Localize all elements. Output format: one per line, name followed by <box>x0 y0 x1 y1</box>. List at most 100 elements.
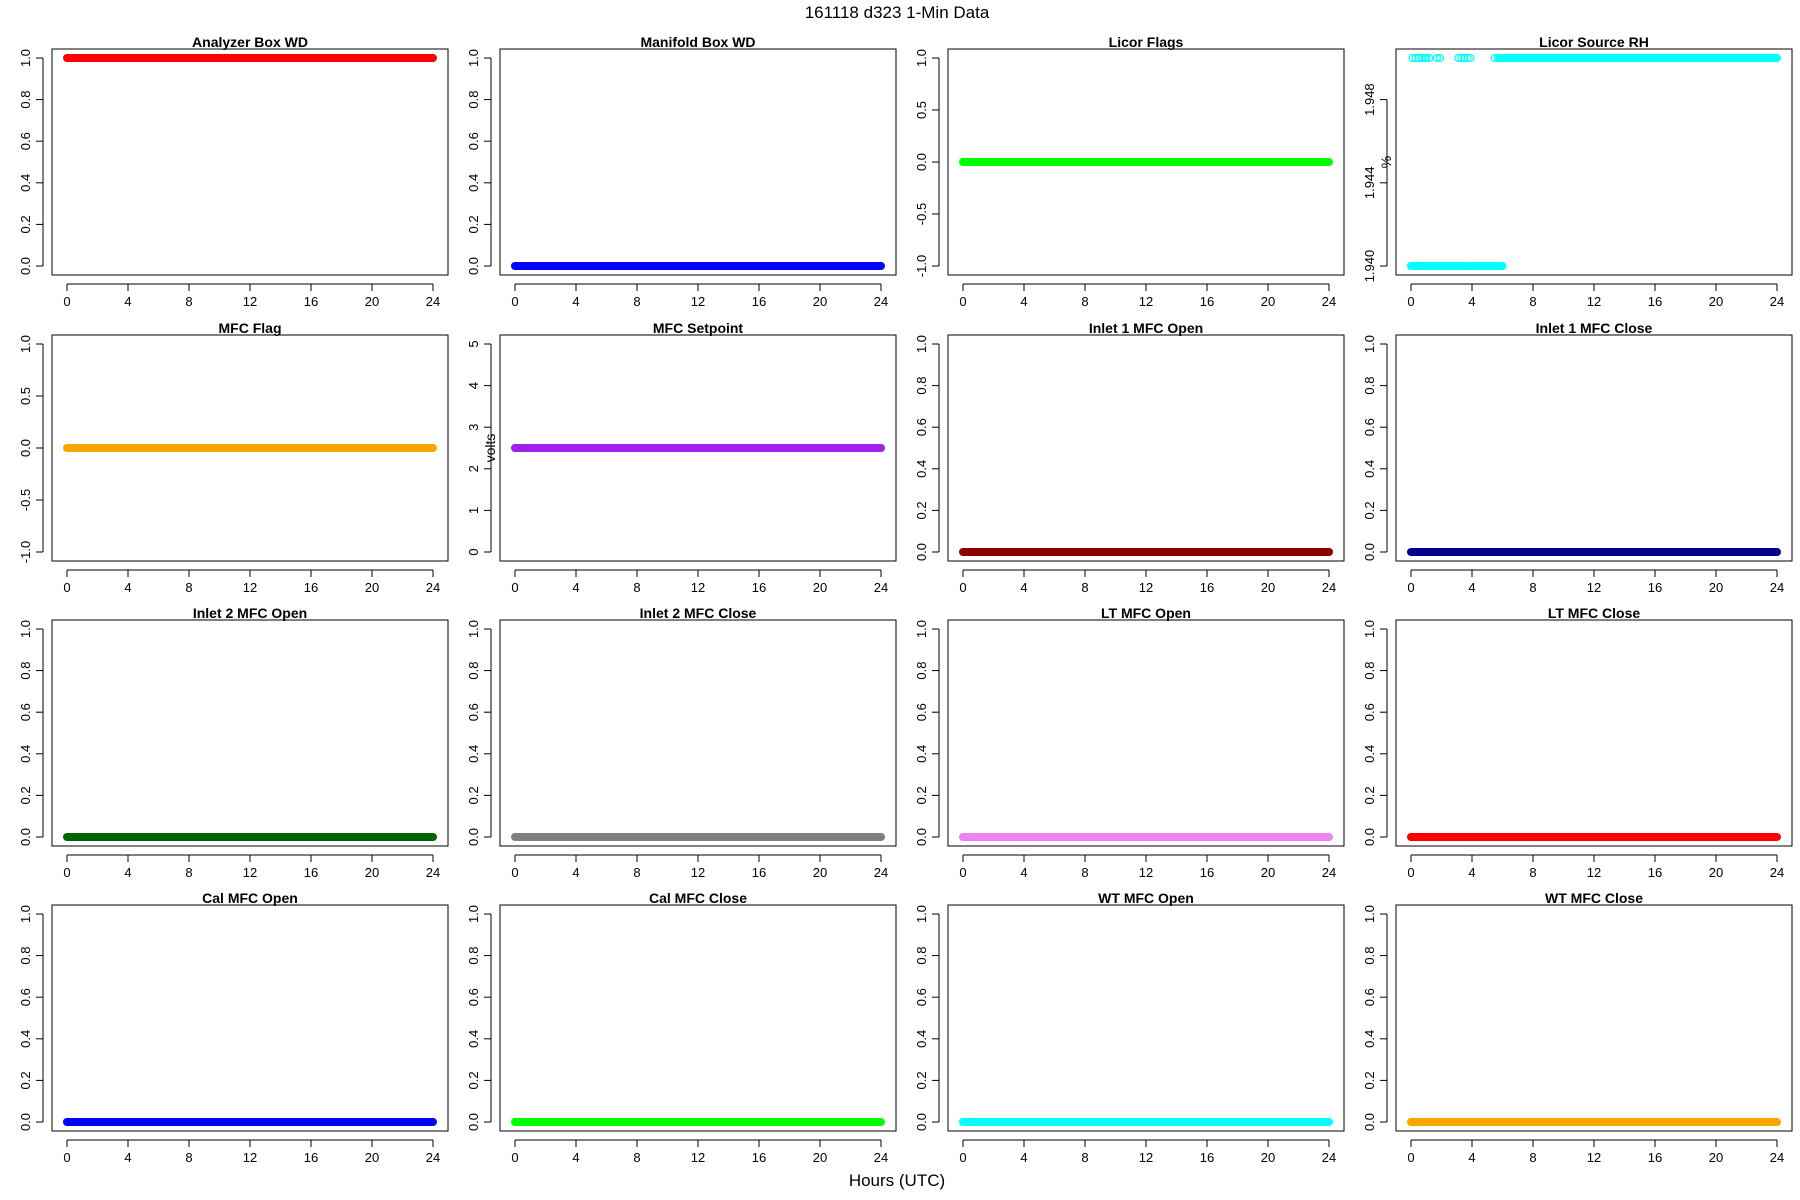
panel-9: Inlet 2 MFC Open 0 4 8 12 16 20 24 0.0 0.2 0.4 0.6 0… <box>18 605 449 880</box>
series-1 <box>1407 53 1781 270</box>
data-point <box>1414 53 1423 63</box>
x-tick-label: 12 <box>1139 865 1153 880</box>
panel-title: Cal MFC Close <box>649 890 747 906</box>
y-tick-label: 1.0 <box>18 335 33 353</box>
panel-15: WT MFC Open 0 4 8 12 16 20 24 0.0 0.2 0.4 0.6 0.8 1.0 <box>914 890 1345 1165</box>
x-tick-label: 20 <box>1261 1150 1275 1165</box>
y-axis-label: volts <box>482 434 498 463</box>
panel-title: Licor Source RH <box>1539 34 1649 50</box>
y-tick-label: 5 <box>466 340 481 347</box>
panel-title: Inlet 2 MFC Close <box>640 605 757 621</box>
plot-frame <box>947 619 1345 847</box>
panel-title: Analyzer Box WD <box>192 34 308 50</box>
x-tick-label: 12 <box>1587 1150 1601 1165</box>
y-tick-label: 0.8 <box>466 947 481 965</box>
plot-frame <box>947 48 1345 276</box>
x-tick-label: 8 <box>1529 1150 1536 1165</box>
x-tick-label: 12 <box>691 1150 705 1165</box>
x-tick-label: 24 <box>874 294 888 309</box>
x-tick-label: 0 <box>959 580 966 595</box>
x-tick-label: 24 <box>874 865 888 880</box>
y-tick-label: 0.2 <box>466 786 481 804</box>
y-tick-label: 0 <box>466 548 481 555</box>
x-tick-label: 24 <box>1322 1150 1336 1165</box>
y-tick-label: 1.0 <box>466 905 481 923</box>
y-tick-label: 0.2 <box>1362 786 1377 804</box>
y-tick-label: 0.8 <box>914 377 929 395</box>
x-tick-label: 16 <box>304 865 318 880</box>
x-tick-label: 12 <box>691 580 705 595</box>
panels-grid: Analyzer Box WD0 4 8 12 16 20 240.00.20.40.60.… <box>18 34 1793 1165</box>
x-tick-label: 24 <box>426 580 440 595</box>
y-tick-label: 0.5 <box>914 101 929 119</box>
y-tick-label: -1.0 <box>18 541 33 563</box>
x-tick-label: 16 <box>304 580 318 595</box>
x-tick-label: 12 <box>691 294 705 309</box>
x-tick-label: 16 <box>752 294 766 309</box>
y-tick-label: 0.6 <box>1362 418 1377 436</box>
x-tick-label: 8 <box>185 1150 192 1165</box>
x-tick-label: 4 <box>124 865 131 880</box>
y-tick-label: 0.8 <box>18 662 33 680</box>
y-tick-label: 0.0 <box>18 257 33 275</box>
x-tick-label: 8 <box>185 294 192 309</box>
data-point <box>1425 53 1434 63</box>
x-tick-label: 8 <box>1529 865 1536 880</box>
y-tick-label: 1.0 <box>914 905 929 923</box>
x-tick-label: 0 <box>63 1150 70 1165</box>
data-point <box>1460 53 1469 63</box>
y-tick-label: 1.0 <box>18 49 33 67</box>
plot-frame <box>947 904 1345 1132</box>
x-tick-label: 24 <box>1770 865 1784 880</box>
x-tick-label: 16 <box>1200 865 1214 880</box>
x-tick-label: 20 <box>365 580 379 595</box>
x-tick-label: 16 <box>752 580 766 595</box>
panel-8: Inlet 1 MFC Close 0 4 8 12 16 20 24 0.0 0.2 0.4 0.6… <box>1362 320 1793 595</box>
y-tick-label: -0.5 <box>18 489 33 511</box>
x-tick-label: 16 <box>304 294 318 309</box>
y-tick-label: 0.4 <box>914 460 929 478</box>
panel-title: LT MFC Open <box>1101 605 1191 621</box>
panel-4: Licor Source RH 0 4 8 12 16 20 24 1.940 1.944 1.94… <box>1362 34 1793 309</box>
panel-title: Inlet 1 MFC Open <box>1089 320 1203 336</box>
data-point <box>1417 53 1426 63</box>
y-tick-label: 3 <box>466 424 481 431</box>
panel-title: WT MFC Close <box>1545 890 1643 906</box>
x-tick-label: 20 <box>1709 294 1723 309</box>
x-tick-label: 20 <box>365 865 379 880</box>
y-tick-label: 2 <box>466 465 481 472</box>
x-tick-label: 20 <box>1261 865 1275 880</box>
y-tick-label: 0.2 <box>18 215 33 233</box>
panel-10: Inlet 2 MFC Close 0 4 8 12 16 20 24 0.0 0.2 0.4 0.6… <box>466 605 897 880</box>
x-tick-label: 8 <box>185 580 192 595</box>
x-tick-label: 12 <box>1587 294 1601 309</box>
y-tick-label: 0.8 <box>1362 947 1377 965</box>
x-tick-label: 8 <box>633 865 640 880</box>
panel-2: Manifold Box WD 0 4 8 12 16 20 24 0.0 0.2 0.4 0.6 0.… <box>466 34 897 309</box>
x-tick-label: 4 <box>1020 865 1027 880</box>
panel-14: Cal MFC Close 0 4 8 12 16 20 24 0.0 0.2 0.4 0.6 0.8 1… <box>466 890 897 1165</box>
x-tick-label: 8 <box>185 865 192 880</box>
x-tick-label: 20 <box>813 580 827 595</box>
data-point <box>1408 53 1417 63</box>
figure-title: 161118 d323 1-Min Data <box>805 3 990 22</box>
panel-title: MFC Setpoint <box>653 320 744 336</box>
x-tick-label: 24 <box>1322 294 1336 309</box>
panel-12: LT MFC Close 0 4 8 12 16 20 24 0.0 0.2 0.4 0.6 0.8 1.… <box>1362 605 1793 880</box>
y-tick-label: 0.0 <box>914 153 929 171</box>
x-tick-label: 20 <box>1709 1150 1723 1165</box>
x-tick-label: 4 <box>124 580 131 595</box>
plot-frame <box>499 48 897 276</box>
y-tick-label: 0.2 <box>466 1071 481 1089</box>
panel-11: LT MFC Open 0 4 8 12 16 20 24 0.0 0.2 0.4 0.6 0.8 1.0 <box>914 605 1345 880</box>
y-tick-label: 0.8 <box>18 947 33 965</box>
x-tick-label: 16 <box>1200 580 1214 595</box>
data-point <box>1411 53 1420 63</box>
plot-frame <box>499 904 897 1132</box>
y-tick-label: 1.0 <box>18 905 33 923</box>
data-point <box>1435 53 1445 63</box>
y-tick-label: 0.0 <box>1362 828 1377 846</box>
y-tick-label: 0.6 <box>914 988 929 1006</box>
